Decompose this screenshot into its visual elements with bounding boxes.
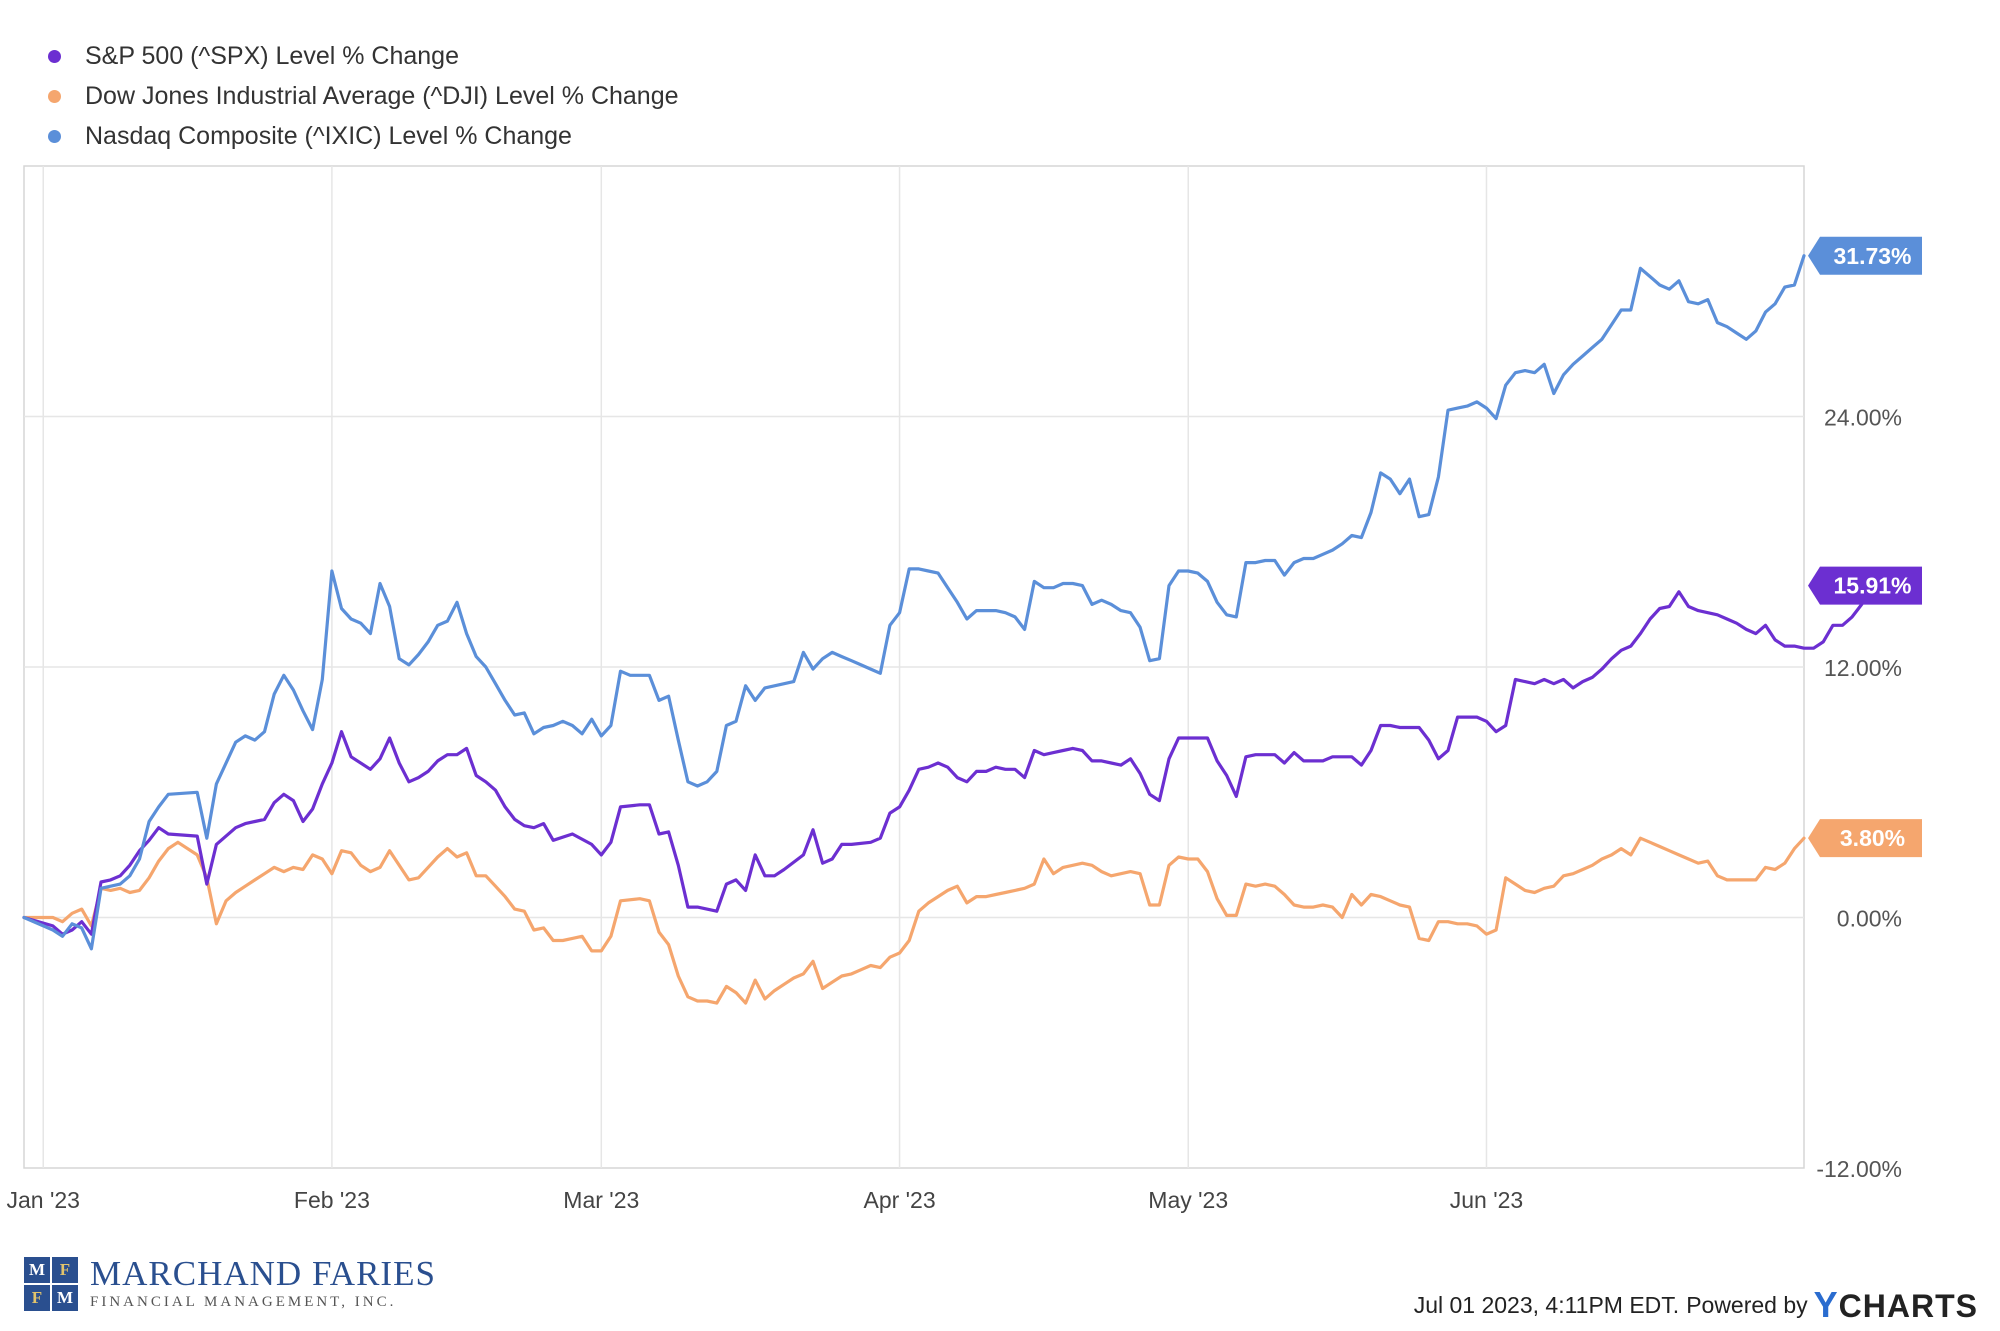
y-tick-label: -12.00% bbox=[1816, 1156, 1902, 1182]
legend-item-dji[interactable]: Dow Jones Industrial Average (^DJI) Leve… bbox=[48, 76, 679, 116]
ycharts-y-icon: Y bbox=[1813, 1284, 1839, 1325]
legend-item-ixic[interactable]: Nasdaq Composite (^IXIC) Level % Change bbox=[48, 116, 679, 156]
x-tick-label: Apr '23 bbox=[863, 1187, 935, 1213]
y-tick-label: 12.00% bbox=[1824, 655, 1902, 681]
legend-item-spx[interactable]: S&P 500 (^SPX) Level % Change bbox=[48, 36, 679, 76]
grid-lines bbox=[24, 166, 1804, 1168]
series-line-ixic bbox=[22, 254, 1806, 951]
end-label-ixic: 31.73% bbox=[1833, 243, 1911, 269]
logo-letter-f1: F bbox=[52, 1256, 78, 1283]
legend-label-dji: Dow Jones Industrial Average (^DJI) Leve… bbox=[85, 81, 679, 110]
x-tick-label: May '23 bbox=[1148, 1187, 1228, 1213]
series-lines bbox=[22, 254, 1874, 1005]
logo-letter-m2: M bbox=[52, 1284, 78, 1311]
end-label-bg-ixic bbox=[1808, 236, 1922, 275]
end-value-labels: 15.91% 3.80% 31.73% bbox=[1808, 236, 1922, 858]
x-tick-label: Feb '23 bbox=[294, 1187, 370, 1213]
chart-legend: S&P 500 (^SPX) Level % Change Dow Jones … bbox=[48, 36, 679, 156]
axis-labels: -12.00% 0.00% 12.00% 24.00% Jan '23 Feb '23 Ma… bbox=[7, 405, 1902, 1214]
ycharts-wordmark: CHARTS bbox=[1838, 1288, 1978, 1324]
mf-logo-icon: M F F M bbox=[24, 1256, 78, 1311]
company-name: MARCHAND FARIES bbox=[90, 1254, 436, 1293]
logo-letter-f2: F bbox=[24, 1284, 50, 1311]
legend-dot-dji bbox=[48, 89, 61, 103]
x-tick-label: Jan '23 bbox=[7, 1187, 80, 1213]
legend-label-spx: S&P 500 (^SPX) Level % Change bbox=[85, 41, 459, 70]
timestamp: Jul 01 2023, 4:11PM EDT. bbox=[1413, 1291, 1680, 1318]
end-label-bg-dji bbox=[1808, 819, 1922, 858]
series-line-spx bbox=[22, 583, 1874, 936]
end-label-spx: 15.91% bbox=[1833, 573, 1911, 599]
x-tick-label: Jun '23 bbox=[1450, 1187, 1523, 1213]
legend-dot-ixic bbox=[48, 129, 61, 143]
end-label-bg-spx bbox=[1808, 566, 1922, 605]
ycharts-logo[interactable]: YCHARTS bbox=[1814, 1284, 1978, 1326]
legend-dot-spx bbox=[48, 49, 61, 63]
legend-label-ixic: Nasdaq Composite (^IXIC) Level % Change bbox=[85, 121, 572, 150]
powered-by-text: Powered by bbox=[1686, 1291, 1808, 1318]
company-subtitle: FINANCIAL MANAGEMENT, INC. bbox=[90, 1294, 397, 1310]
y-tick-label: 0.00% bbox=[1837, 906, 1902, 932]
marchand-faries-branding: M F F M MARCHAND FARIES FINANCIAL MANAGE… bbox=[24, 1256, 436, 1311]
x-tick-label: Mar '23 bbox=[563, 1187, 639, 1213]
end-label-dji: 3.80% bbox=[1840, 825, 1905, 851]
series-line-dji bbox=[22, 836, 1806, 1005]
logo-letter-m1: M bbox=[24, 1256, 50, 1283]
line-chart: -12.00% 0.00% 12.00% 24.00% Jan '23 Feb '23 Ma… bbox=[7, 165, 1922, 1214]
attribution: Jul 01 2023, 4:11PM EDT. Powered by YCHA… bbox=[1414, 1284, 1978, 1326]
y-tick-label: 24.00% bbox=[1824, 405, 1902, 431]
